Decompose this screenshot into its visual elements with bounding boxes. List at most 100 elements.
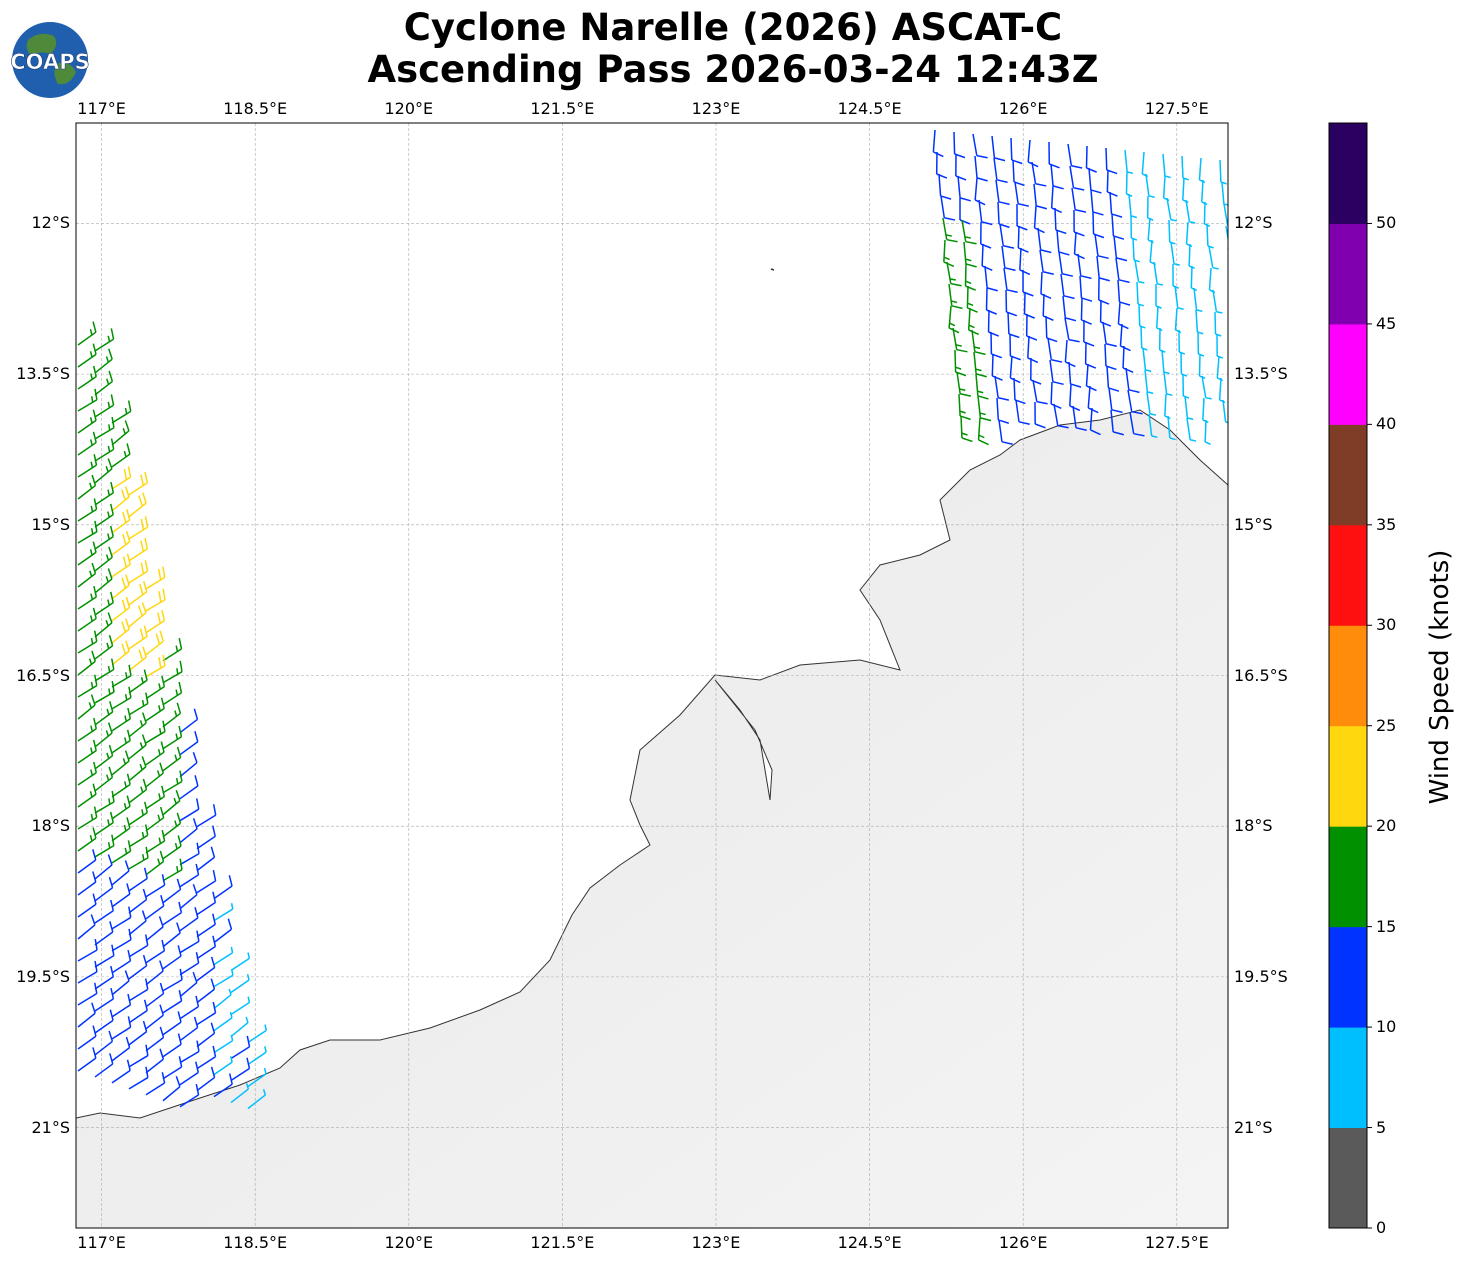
wind-barb bbox=[1201, 375, 1212, 400]
wind-barb bbox=[1106, 169, 1118, 197]
wind-barb bbox=[967, 307, 980, 336]
wind-barb bbox=[940, 195, 956, 221]
wind-barb bbox=[162, 770, 183, 794]
wind-barb bbox=[196, 978, 216, 1004]
wind-barb bbox=[998, 419, 1013, 446]
wind-barb bbox=[1167, 415, 1176, 441]
wind-barb bbox=[77, 871, 97, 896]
wind-barb bbox=[128, 471, 149, 496]
wind-barb bbox=[77, 806, 98, 830]
wind-barb bbox=[111, 486, 130, 512]
wind-barb bbox=[987, 309, 1000, 337]
wind-barb bbox=[77, 454, 98, 478]
wind-barb bbox=[77, 960, 98, 984]
wind-barb bbox=[128, 846, 149, 870]
wind-barb bbox=[1050, 381, 1062, 409]
wind-barb bbox=[145, 1072, 166, 1096]
wind-barb bbox=[1162, 175, 1170, 202]
wind-barb bbox=[145, 895, 165, 920]
colorbar-tick-label: 5 bbox=[1376, 1117, 1387, 1137]
wind-barb bbox=[1088, 167, 1102, 194]
colorbar-segment bbox=[1329, 926, 1367, 1028]
wind-barb bbox=[77, 717, 98, 742]
wind-barb bbox=[179, 930, 200, 954]
wind-barb bbox=[94, 658, 115, 682]
wind-barb bbox=[77, 914, 96, 940]
wind-barb bbox=[128, 580, 148, 606]
lon-label-top: 127.5°E bbox=[1144, 99, 1209, 118]
wind-barb bbox=[145, 874, 166, 898]
colorbar-segment bbox=[1329, 1127, 1367, 1229]
wind-barb bbox=[111, 840, 132, 864]
wind-barb bbox=[1058, 251, 1074, 277]
wind-barb bbox=[94, 834, 115, 858]
wind-barb bbox=[94, 394, 115, 418]
wind-barb bbox=[111, 1059, 131, 1084]
wind-barb bbox=[179, 842, 200, 866]
wind-barb bbox=[1108, 387, 1123, 414]
wind-barb bbox=[1019, 247, 1031, 276]
wind-barb bbox=[179, 995, 200, 1020]
colorbar-tick-label: 45 bbox=[1376, 313, 1397, 333]
lon-label-bottom: 120°E bbox=[384, 1233, 434, 1252]
wind-barb bbox=[932, 129, 944, 158]
lat-label-right: 15°S bbox=[1234, 514, 1273, 534]
wind-barb bbox=[1047, 337, 1063, 363]
wind-barb bbox=[145, 806, 165, 832]
wind-barb bbox=[77, 498, 98, 522]
wind-barb bbox=[111, 686, 132, 710]
wind-barb bbox=[1064, 339, 1076, 368]
wind-barb bbox=[196, 935, 217, 960]
wind-barb bbox=[1049, 359, 1064, 386]
wind-barb bbox=[162, 812, 182, 838]
wind-barb bbox=[94, 1030, 114, 1056]
wind-barb bbox=[1178, 329, 1186, 355]
wind-barb bbox=[111, 420, 130, 446]
wind-barb bbox=[128, 999, 148, 1024]
wind-barb bbox=[1014, 181, 1030, 207]
wind-barb bbox=[993, 157, 1008, 184]
wind-barb bbox=[1155, 283, 1162, 309]
wind-barb bbox=[973, 351, 987, 378]
wind-barb bbox=[111, 531, 131, 556]
wind-barb bbox=[77, 388, 98, 412]
wind-barb bbox=[145, 916, 164, 942]
lat-label-right: 16.5°S bbox=[1234, 665, 1288, 685]
wind-barbs bbox=[77, 129, 1252, 1110]
lon-label-top: 124.5°E bbox=[837, 99, 902, 118]
wind-barb bbox=[1072, 405, 1087, 431]
wind-barb bbox=[77, 321, 97, 346]
wind-barb bbox=[77, 1047, 97, 1072]
wind-barb bbox=[230, 996, 251, 1016]
wind-barb bbox=[981, 243, 993, 271]
lat-label-left: 15°S bbox=[31, 514, 70, 534]
wind-barb bbox=[145, 1004, 165, 1030]
lat-lon-grid bbox=[76, 123, 1228, 1228]
wind-barb bbox=[179, 971, 198, 998]
wind-barb bbox=[938, 173, 952, 200]
wind-barb bbox=[77, 409, 97, 434]
colorbar-tick-label: 0 bbox=[1376, 1218, 1387, 1237]
wind-barb bbox=[1069, 165, 1085, 191]
wind-barb bbox=[1027, 139, 1039, 168]
wind-barb bbox=[111, 664, 132, 688]
wind-barb bbox=[162, 746, 182, 772]
wind-barb bbox=[1050, 163, 1064, 190]
wind-barb bbox=[162, 878, 182, 904]
wind-barb bbox=[1242, 402, 1252, 425]
wind-barb bbox=[128, 888, 148, 914]
wind-barb bbox=[77, 761, 97, 786]
wind-barb bbox=[1040, 271, 1052, 300]
wind-barb bbox=[94, 416, 115, 440]
wind-barb bbox=[179, 1083, 200, 1108]
lon-label-top: 120°E bbox=[384, 99, 434, 118]
wind-barb bbox=[94, 591, 114, 616]
wind-barb bbox=[1056, 229, 1070, 256]
lon-label-bottom: 121.5°E bbox=[530, 1233, 595, 1252]
wind-barb bbox=[145, 654, 166, 678]
wind-barb bbox=[145, 785, 166, 810]
wind-barb bbox=[247, 1046, 267, 1066]
wind-barb bbox=[1240, 380, 1246, 404]
wind-barb bbox=[128, 734, 147, 760]
wind-barb bbox=[213, 903, 234, 922]
